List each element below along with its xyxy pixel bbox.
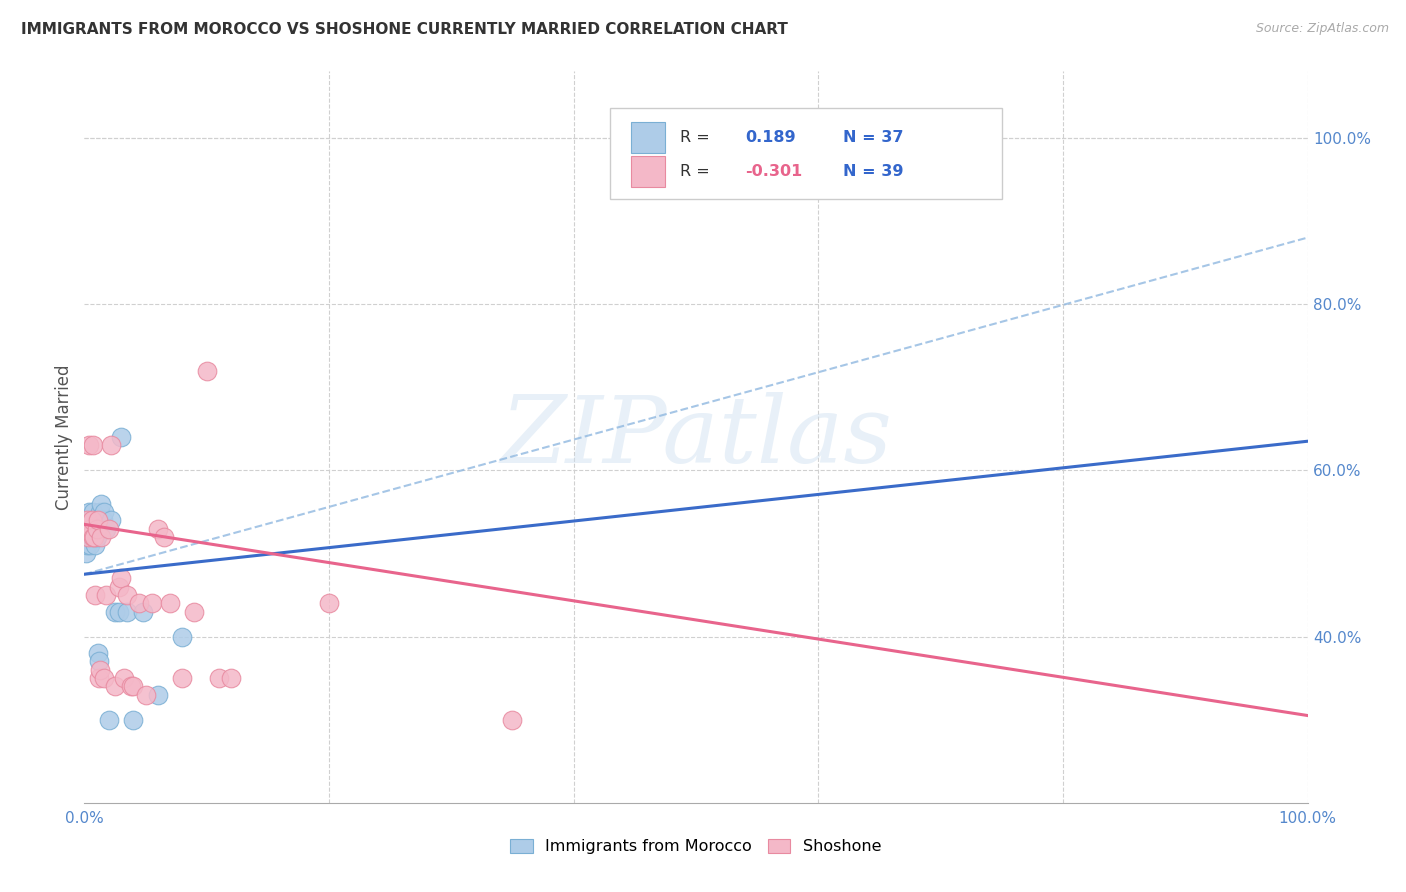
Text: N = 39: N = 39 bbox=[842, 164, 903, 179]
Point bbox=[318, 596, 340, 610]
Point bbox=[77, 505, 100, 519]
Point bbox=[219, 671, 242, 685]
Point bbox=[208, 671, 231, 685]
Point bbox=[153, 530, 176, 544]
Point bbox=[120, 680, 142, 694]
Point bbox=[132, 605, 155, 619]
Point bbox=[89, 505, 111, 519]
Point bbox=[146, 521, 169, 535]
Point bbox=[100, 438, 122, 452]
Point bbox=[86, 521, 108, 535]
Point bbox=[100, 513, 122, 527]
Point bbox=[80, 513, 103, 527]
Point bbox=[107, 605, 129, 619]
Point bbox=[146, 688, 169, 702]
Point bbox=[172, 630, 194, 644]
Point bbox=[79, 530, 101, 544]
Point bbox=[107, 580, 129, 594]
Point bbox=[83, 513, 105, 527]
Point bbox=[75, 521, 97, 535]
Point bbox=[84, 588, 107, 602]
Point bbox=[97, 521, 120, 535]
Point bbox=[502, 713, 524, 727]
Point bbox=[79, 538, 101, 552]
Text: IMMIGRANTS FROM MOROCCO VS SHOSHONE CURRENTLY MARRIED CORRELATION CHART: IMMIGRANTS FROM MOROCCO VS SHOSHONE CURR… bbox=[21, 22, 787, 37]
Text: N = 37: N = 37 bbox=[842, 129, 903, 145]
Point bbox=[87, 646, 110, 660]
Y-axis label: Currently Married: Currently Married bbox=[55, 364, 73, 510]
Point bbox=[90, 497, 112, 511]
Point bbox=[76, 513, 98, 527]
Legend: Immigrants from Morocco, Shoshone: Immigrants from Morocco, Shoshone bbox=[503, 832, 889, 861]
Point bbox=[83, 530, 105, 544]
Point bbox=[172, 671, 194, 685]
Point bbox=[110, 430, 132, 444]
Point bbox=[110, 571, 132, 585]
Point bbox=[77, 521, 100, 535]
Point bbox=[91, 513, 114, 527]
Point bbox=[86, 513, 108, 527]
Point bbox=[82, 521, 104, 535]
Text: -0.301: -0.301 bbox=[745, 164, 803, 179]
Text: Source: ZipAtlas.com: Source: ZipAtlas.com bbox=[1256, 22, 1389, 36]
Text: 0.189: 0.189 bbox=[745, 129, 796, 145]
Text: ZIPatlas: ZIPatlas bbox=[501, 392, 891, 482]
Point bbox=[82, 505, 104, 519]
Point bbox=[159, 596, 181, 610]
Text: R =: R = bbox=[681, 129, 714, 145]
Point bbox=[104, 605, 127, 619]
Point bbox=[87, 671, 110, 685]
FancyBboxPatch shape bbox=[610, 108, 1002, 200]
Point bbox=[82, 438, 104, 452]
Point bbox=[77, 530, 100, 544]
Point bbox=[82, 530, 104, 544]
Point bbox=[195, 363, 218, 377]
Point bbox=[77, 530, 100, 544]
Point bbox=[77, 438, 100, 452]
Text: R =: R = bbox=[681, 164, 714, 179]
Point bbox=[141, 596, 163, 610]
Point bbox=[112, 671, 135, 685]
Point bbox=[122, 713, 145, 727]
FancyBboxPatch shape bbox=[631, 122, 665, 153]
Point bbox=[80, 521, 103, 535]
Point bbox=[93, 671, 115, 685]
Point bbox=[122, 680, 145, 694]
Point bbox=[128, 596, 150, 610]
Point bbox=[75, 546, 97, 560]
Point bbox=[76, 538, 98, 552]
FancyBboxPatch shape bbox=[631, 156, 665, 187]
Point bbox=[86, 530, 108, 544]
Point bbox=[93, 505, 115, 519]
Point bbox=[183, 605, 205, 619]
Point bbox=[89, 663, 111, 677]
Point bbox=[76, 521, 98, 535]
Point bbox=[79, 513, 101, 527]
Point bbox=[90, 530, 112, 544]
Point bbox=[83, 530, 105, 544]
Point bbox=[87, 655, 110, 669]
Point bbox=[87, 513, 110, 527]
Point bbox=[97, 713, 120, 727]
Point bbox=[79, 521, 101, 535]
Point bbox=[104, 680, 127, 694]
Point bbox=[96, 588, 118, 602]
Point bbox=[96, 521, 118, 535]
Point bbox=[115, 605, 138, 619]
Point bbox=[84, 538, 107, 552]
Point bbox=[115, 588, 138, 602]
Point bbox=[84, 521, 107, 535]
Point bbox=[77, 513, 100, 527]
Point bbox=[135, 688, 157, 702]
Point bbox=[80, 530, 103, 544]
